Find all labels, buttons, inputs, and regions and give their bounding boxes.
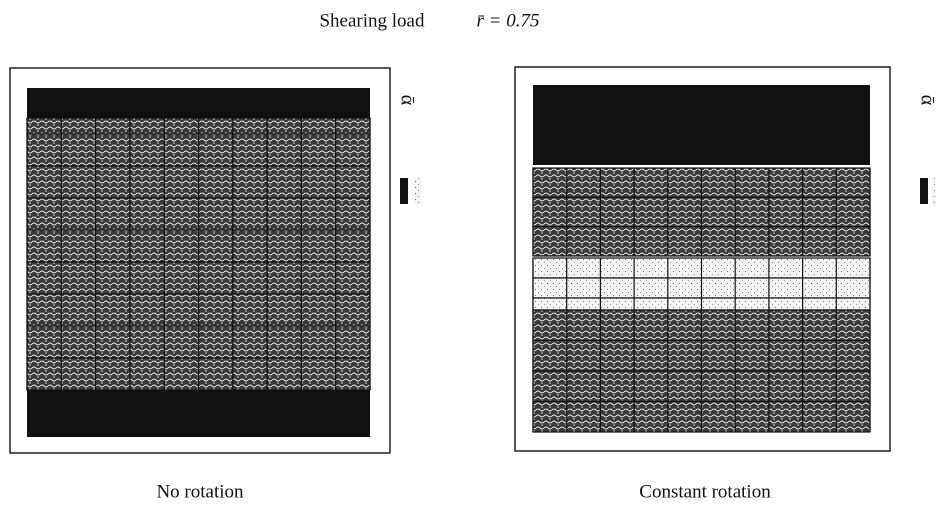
legend-symbol: ᾱ — [396, 95, 418, 106]
figure: Shearing load r̄ = 0.75 ᾱ ᾱ No rotation … — [0, 0, 937, 510]
left-plot — [27, 88, 370, 437]
band — [533, 85, 870, 165]
right-plot — [533, 85, 870, 432]
legend-symbol: ᾱ — [916, 95, 937, 106]
band — [27, 390, 370, 437]
parameter: r̄ = 0.75 — [477, 10, 540, 31]
title: Shearing load — [319, 10, 425, 31]
caption: No rotation — [156, 481, 244, 502]
band — [27, 88, 370, 118]
caption: Constant rotation — [639, 481, 771, 502]
